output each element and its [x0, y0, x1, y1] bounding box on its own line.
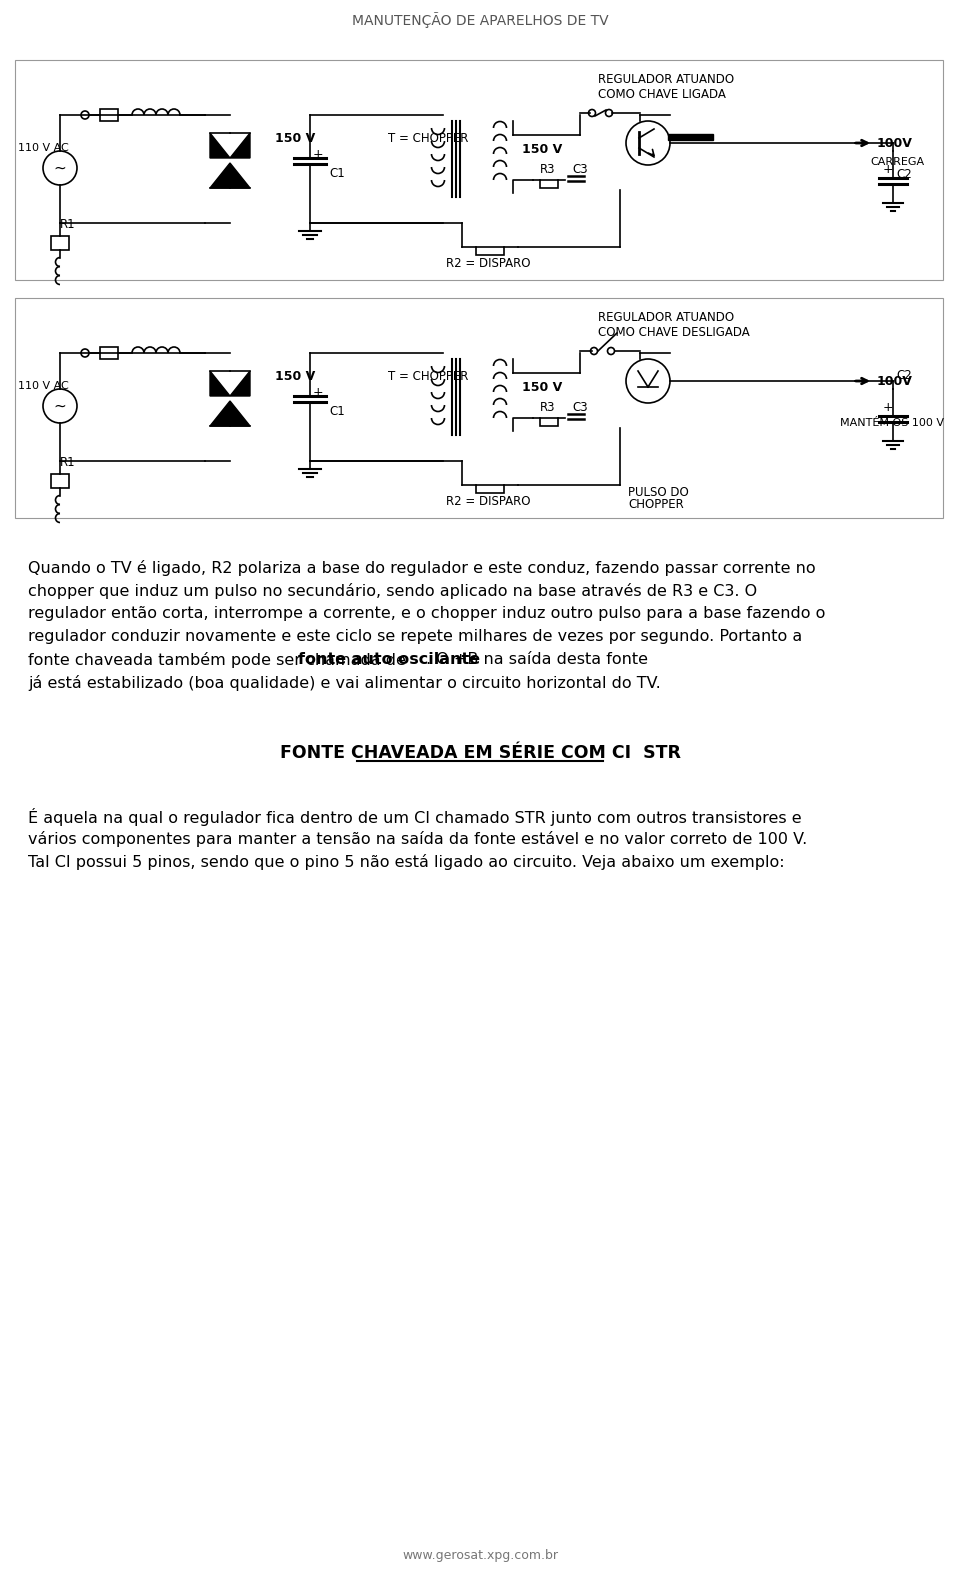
Polygon shape	[210, 162, 230, 188]
Text: R2 = DISPARO: R2 = DISPARO	[445, 257, 530, 269]
Bar	[540, 418, 558, 426]
Polygon shape	[230, 370, 250, 396]
Text: +: +	[313, 148, 324, 161]
Text: 110 V AC: 110 V AC	[18, 143, 69, 153]
Text: T = CHOPPER: T = CHOPPER	[388, 132, 468, 145]
Text: É aquela na qual o regulador fica dentro de um CI chamado STR junto com outros t: É aquela na qual o regulador fica dentro…	[28, 808, 802, 826]
Text: REGULADOR ATUANDO: REGULADOR ATUANDO	[598, 72, 734, 87]
Text: já está estabilizado (boa qualidade) e vai alimentar o circuito horizontal do TV: já está estabilizado (boa qualidade) e v…	[28, 675, 660, 690]
Bar	[476, 485, 504, 493]
Polygon shape	[210, 370, 230, 396]
Bar	[476, 247, 504, 255]
Bar	[15, 60, 943, 281]
Bar	[540, 180, 558, 188]
Text: ~: ~	[54, 161, 66, 175]
Text: PULSO DO: PULSO DO	[628, 485, 688, 500]
Polygon shape	[210, 132, 230, 158]
Text: vários componentes para manter a tensão na saída da fonte estável e no valor cor: vários componentes para manter a tensão …	[28, 832, 807, 848]
Bar	[668, 134, 713, 140]
Bar	[51, 474, 69, 489]
Text: chopper que induz um pulso no secundário, sendo aplicado na base através de R3 e: chopper que induz um pulso no secundário…	[28, 583, 757, 599]
Text: C1: C1	[329, 167, 345, 180]
Bar	[51, 236, 69, 251]
Text: . O +B na saída desta fonte: . O +B na saída desta fonte	[426, 652, 648, 667]
Text: 150 V: 150 V	[275, 132, 315, 145]
Bar	[15, 298, 943, 519]
Text: fonte chaveada também pode ser chamada de: fonte chaveada também pode ser chamada d…	[28, 652, 411, 668]
Text: R2 = DISPARO: R2 = DISPARO	[445, 495, 530, 507]
Text: 150 V: 150 V	[522, 143, 563, 156]
Text: 150 V: 150 V	[275, 370, 315, 383]
Polygon shape	[230, 132, 250, 158]
Text: Quando o TV é ligado, R2 polariza a base do regulador e este conduz, fazendo pas: Quando o TV é ligado, R2 polariza a base…	[28, 559, 816, 575]
Text: CHOPPER: CHOPPER	[628, 498, 684, 511]
Text: T = CHOPPER: T = CHOPPER	[388, 370, 468, 383]
Text: R3: R3	[540, 162, 556, 177]
Text: C2: C2	[896, 169, 912, 181]
Text: regulador então corta, interrompe a corrente, e o chopper induz outro pulso para: regulador então corta, interrompe a corr…	[28, 607, 826, 621]
Text: REGULADOR ATUANDO: REGULADOR ATUANDO	[598, 310, 734, 325]
Text: C3: C3	[572, 400, 588, 414]
Text: Tal CI possui 5 pinos, sendo que o pino 5 não está ligado ao circuito. Veja abai: Tal CI possui 5 pinos, sendo que o pino …	[28, 854, 784, 870]
Text: 110 V AC: 110 V AC	[18, 381, 69, 391]
Text: FONTE CHAVEADA EM SÉRIE COM CI  STR: FONTE CHAVEADA EM SÉRIE COM CI STR	[279, 744, 681, 763]
Text: R3: R3	[540, 400, 556, 414]
Text: www.gerosat.xpg.com.br: www.gerosat.xpg.com.br	[402, 1549, 558, 1562]
Bar	[100, 109, 118, 121]
Text: +: +	[313, 386, 324, 399]
Text: fonte auto oscilante: fonte auto oscilante	[298, 652, 480, 667]
Text: COMO CHAVE LIGADA: COMO CHAVE LIGADA	[598, 88, 726, 101]
Text: C1: C1	[329, 405, 345, 418]
Text: +: +	[883, 162, 894, 177]
Text: 100V: 100V	[877, 375, 913, 388]
Text: MANTÉM OS 100 V: MANTÉM OS 100 V	[840, 418, 944, 429]
Text: C2: C2	[896, 369, 912, 381]
Text: ~: ~	[54, 399, 66, 413]
Text: R1: R1	[60, 217, 76, 232]
Text: R1: R1	[60, 455, 76, 470]
Polygon shape	[210, 400, 230, 426]
Polygon shape	[230, 162, 250, 188]
Polygon shape	[230, 400, 250, 426]
Text: 150 V: 150 V	[522, 381, 563, 394]
Text: CARREGA: CARREGA	[870, 158, 924, 167]
Bar	[100, 347, 118, 359]
Text: 100V: 100V	[877, 137, 913, 150]
Text: regulador conduzir novamente e este ciclo se repete milhares de vezes por segund: regulador conduzir novamente e este cicl…	[28, 629, 803, 645]
Text: +: +	[883, 400, 894, 414]
Text: C3: C3	[572, 162, 588, 177]
Text: MANUTENÇÃO DE APARELHOS DE TV: MANUTENÇÃO DE APARELHOS DE TV	[351, 13, 609, 28]
Text: COMO CHAVE DESLIGADA: COMO CHAVE DESLIGADA	[598, 326, 750, 339]
